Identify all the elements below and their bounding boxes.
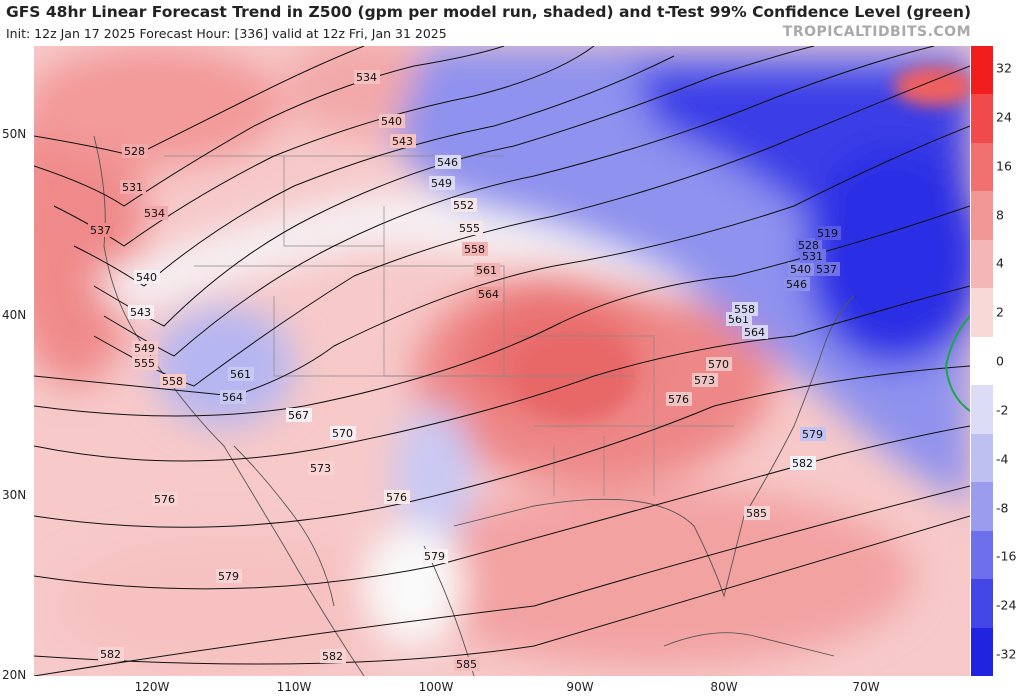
lon-label-90w: 90W bbox=[566, 680, 594, 694]
header: GFS 48hr Linear Forecast Trend in Z500 (… bbox=[0, 0, 1024, 46]
map-canvas: 534 540 543 546 549 552 555 558 561 564 … bbox=[34, 46, 970, 676]
colorbar-segment bbox=[971, 336, 993, 386]
colorbar-tick-label: -16 bbox=[996, 548, 1017, 564]
contour-label-576: 576 bbox=[154, 493, 175, 506]
contour-label-582b: 582 bbox=[322, 650, 343, 663]
contour-label-585: 585 bbox=[456, 658, 477, 671]
lon-label-110w: 110W bbox=[276, 680, 312, 694]
credit-watermark: TROPICALTIDBITS.COM bbox=[782, 24, 971, 40]
contour-labels: 534 540 543 546 549 552 555 558 561 564 … bbox=[88, 70, 841, 671]
z500-contours bbox=[34, 46, 970, 676]
contour-label-576c: 576 bbox=[668, 393, 689, 406]
colorbar-segment bbox=[971, 288, 993, 338]
colorbar-tick-label: 0 bbox=[996, 353, 1004, 369]
contour-label-570b: 570 bbox=[708, 358, 729, 371]
colorbar-tick-label: -32 bbox=[996, 646, 1017, 662]
contour-label-558: 558 bbox=[464, 243, 485, 256]
contour-label-540c: 540 bbox=[790, 263, 811, 276]
contour-label-564: 564 bbox=[478, 288, 499, 301]
contour-label-585b: 585 bbox=[746, 507, 767, 520]
contour-label-582c: 582 bbox=[792, 457, 813, 470]
contour-label-519: 519 bbox=[817, 227, 838, 240]
colorbar-segment bbox=[971, 433, 993, 483]
contour-label-537: 537 bbox=[90, 224, 111, 237]
colorbar-tick-label: 16 bbox=[996, 158, 1012, 174]
colorbar bbox=[971, 46, 993, 677]
contour-label-579: 579 bbox=[424, 550, 445, 563]
lat-label-50n: 50N bbox=[2, 127, 27, 141]
contour-label-567: 567 bbox=[288, 409, 309, 422]
contour-label-573b: 573 bbox=[694, 374, 715, 387]
coastlines bbox=[93, 135, 855, 676]
lon-label-100w: 100W bbox=[418, 680, 454, 694]
contour-label-564b: 564 bbox=[222, 391, 243, 404]
colorbar-segment bbox=[971, 46, 993, 95]
contour-label-546b: 546 bbox=[786, 278, 807, 291]
lat-label-20n: 20N bbox=[2, 668, 27, 682]
contour-label-543: 543 bbox=[392, 135, 413, 148]
contour-label-576b: 576 bbox=[386, 491, 407, 504]
contour-label-579c: 579 bbox=[802, 428, 823, 441]
lat-label-40n: 40N bbox=[2, 308, 27, 322]
colorbar-segment bbox=[971, 142, 993, 192]
contour-label-561c: 561 bbox=[728, 313, 749, 326]
lon-label-70w: 70W bbox=[852, 680, 880, 694]
contour-label-540b: 540 bbox=[136, 271, 157, 284]
contour-label-561b: 561 bbox=[230, 368, 251, 381]
contour-label-555: 555 bbox=[459, 222, 480, 235]
contour-label-528: 528 bbox=[124, 145, 145, 158]
contour-label-543b: 543 bbox=[130, 306, 151, 319]
lon-label-120w: 120W bbox=[134, 680, 170, 694]
contour-label-579b: 579 bbox=[218, 570, 239, 583]
contour-label-534: 534 bbox=[356, 71, 377, 84]
contour-label-540: 540 bbox=[381, 115, 402, 128]
colorbar-segment bbox=[971, 191, 993, 241]
contour-label-564c: 564 bbox=[744, 326, 765, 339]
colorbar-tick-label: -4 bbox=[996, 451, 1009, 467]
trend-shading bbox=[34, 46, 970, 676]
contour-label-534b: 534 bbox=[144, 207, 165, 220]
map-subtitle: Init: 12z Jan 17 2025 Forecast Hour: [33… bbox=[6, 26, 447, 41]
contour-label-549: 549 bbox=[431, 177, 452, 190]
contour-label-555b: 555 bbox=[134, 357, 155, 370]
colorbar-segment bbox=[971, 239, 993, 289]
colorbar-segment bbox=[971, 482, 993, 532]
colorbar-tick-label: 8 bbox=[996, 207, 1004, 222]
colorbar-tick-label: 32 bbox=[996, 60, 1012, 76]
contour-label-558b: 558 bbox=[162, 375, 183, 388]
contour-label-552: 552 bbox=[453, 199, 474, 212]
colorbar-segment bbox=[971, 94, 993, 144]
colorbar-tick-label: 4 bbox=[996, 255, 1004, 271]
colorbar-tick-label: -24 bbox=[996, 597, 1017, 613]
contour-label-546: 546 bbox=[437, 156, 458, 169]
contour-label-582: 582 bbox=[100, 648, 121, 661]
contour-label-549b: 549 bbox=[134, 342, 155, 355]
contour-label-561: 561 bbox=[476, 264, 497, 277]
colorbar-tick-label: -2 bbox=[996, 402, 1009, 418]
contour-label-573: 573 bbox=[310, 462, 331, 475]
contour-label-537b: 537 bbox=[816, 263, 837, 276]
lon-label-80w: 80W bbox=[710, 680, 738, 694]
map-title: GFS 48hr Linear Forecast Trend in Z500 (… bbox=[6, 3, 972, 21]
contour-label-531b: 531 bbox=[802, 250, 823, 263]
contour-label-528b: 528 bbox=[798, 239, 819, 252]
colorbar-segment bbox=[971, 627, 993, 677]
contour-label-570: 570 bbox=[332, 427, 353, 440]
colorbar-tick-label: -8 bbox=[996, 500, 1009, 515]
colorbar-tick-label: 2 bbox=[996, 304, 1004, 320]
colorbar-tick-label: 24 bbox=[996, 109, 1012, 125]
colorbar-segment bbox=[971, 579, 993, 629]
colorbar-segment bbox=[971, 530, 993, 580]
contour-label-558c: 558 bbox=[734, 303, 755, 316]
forecast-map: 534 540 543 546 549 552 555 558 561 564 … bbox=[34, 46, 970, 676]
confidence-contour bbox=[944, 315, 970, 412]
colorbar-segment bbox=[971, 385, 993, 435]
contour-label-531: 531 bbox=[122, 181, 143, 194]
lat-label-30n: 30N bbox=[2, 488, 27, 502]
